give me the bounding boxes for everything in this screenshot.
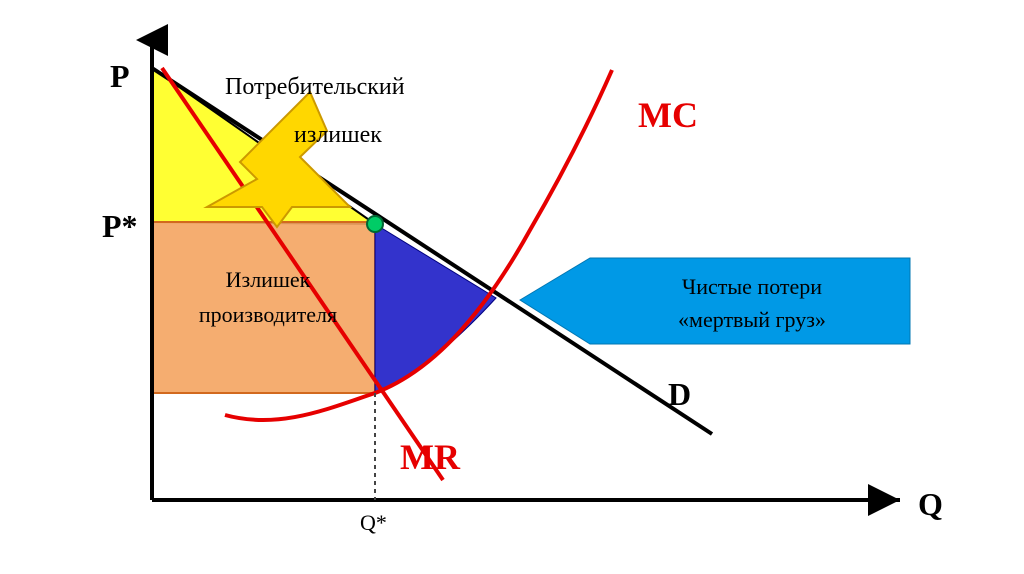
dwl-line2: «мертвый груз» — [678, 307, 826, 332]
monopoly-welfare-diagram: P P* Q Q* MC MR D Потребительский излише… — [0, 0, 1024, 574]
producer-surplus-line2: производителя — [199, 302, 337, 327]
mr-curve-label: MR — [400, 436, 460, 478]
consumer-surplus-label-2: излишек — [294, 122, 382, 149]
q-axis-label: Q — [918, 486, 943, 523]
producer-surplus-line1: Излишек — [226, 267, 311, 292]
d-curve-label: D — [668, 376, 691, 413]
dwl-line1: Чистые потери — [682, 274, 822, 299]
p-axis-label: P — [110, 58, 130, 95]
equilibrium-dot — [367, 216, 383, 232]
mc-curve-label: MC — [638, 94, 698, 136]
producer-surplus-label: Излишек производителя — [168, 262, 368, 332]
qstar-label: Q* — [360, 510, 387, 536]
deadweight-loss-label: Чистые потери «мертвый груз» — [612, 270, 892, 336]
consumer-surplus-label-1: Потребительский — [225, 74, 405, 101]
pstar-label: P* — [102, 208, 138, 245]
